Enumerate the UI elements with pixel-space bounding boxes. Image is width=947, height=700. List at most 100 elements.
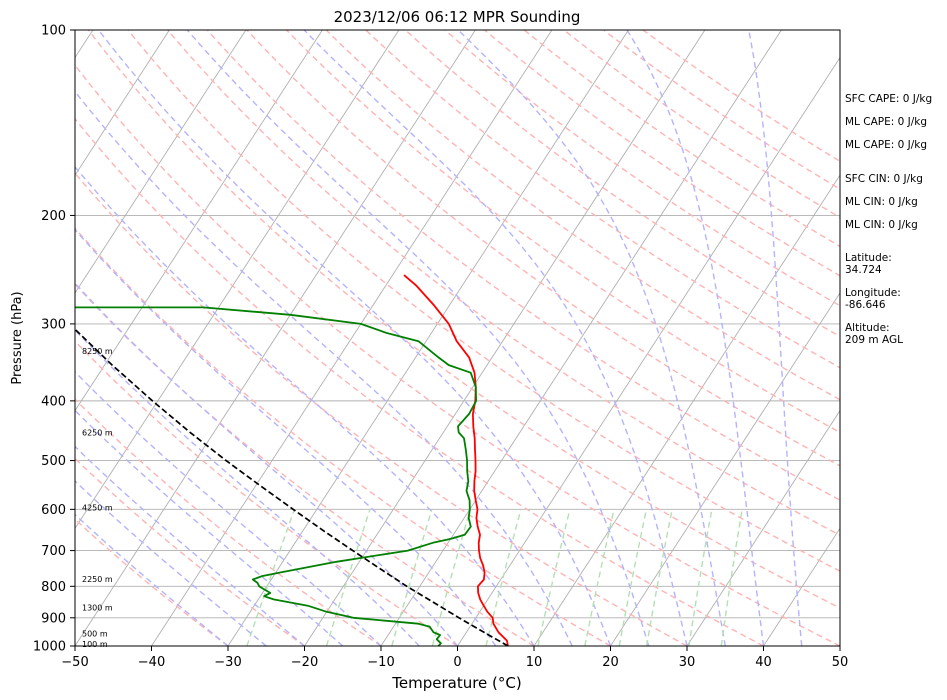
dry-adiabat-line [75, 398, 382, 646]
y-tick-label: 300 [41, 317, 66, 332]
y-tick-label: 900 [41, 611, 66, 626]
mixing-ratio-line [431, 509, 471, 646]
mixing-ratio-line [537, 509, 571, 646]
isotherm-line [380, 30, 782, 646]
dry-adiabat-line [246, 30, 840, 467]
dry-adiabat-line [75, 518, 229, 646]
dry-adiabat-line [127, 30, 840, 572]
mixing-ratio-line [618, 509, 648, 646]
moist-adiabat-line [75, 370, 382, 646]
info-annotation: ML CAPE: 0 J/kg [845, 139, 927, 151]
x-tick-label: 0 [453, 655, 461, 670]
mixing-ratio-line [645, 509, 673, 646]
moist-adiabat-line [75, 328, 420, 646]
x-tick-label: −50 [61, 655, 88, 670]
moist-adiabat-line [75, 228, 497, 646]
x-axis-label: Temperature (°C) [391, 674, 521, 692]
isotherm-line [75, 30, 170, 177]
isotherm-line [75, 30, 400, 530]
x-tick-label: 30 [679, 655, 696, 670]
dry-adiabat-line [75, 172, 688, 646]
y-tick-label: 500 [41, 454, 66, 469]
isotherm-line [75, 30, 323, 412]
dry-adiabat-line [325, 30, 840, 401]
dry-adiabat-line [484, 30, 840, 277]
x-tick-label: 10 [526, 655, 543, 670]
isotherm-line [686, 409, 840, 646]
info-annotation: SFC CIN: 0 J/kg [845, 173, 923, 185]
sounding-info-annotations: SFC CAPE: 0 J/kg ML CAPE: 0 J/kg ML CAPE: … [845, 93, 932, 346]
mixing-ratio-line [485, 509, 522, 646]
height-label: 6250 m [82, 428, 113, 437]
info-annotation: Longitude: [845, 287, 901, 299]
x-tick-label: 50 [832, 655, 849, 670]
moist-adiabat-line [97, 30, 612, 646]
y-tick-label: 800 [41, 580, 66, 595]
y-tick-label: 700 [41, 544, 66, 559]
dry-adiabat-line [642, 30, 840, 163]
x-axis-ticks: −50 −40 −30 −20 −10 0 10 20 30 40 50 [61, 646, 848, 670]
chart-title: 2023/12/06 06:12 MPR Sounding [334, 8, 581, 26]
info-annotation: ML CIN: 0 J/kg [845, 219, 918, 231]
x-tick-label: −10 [367, 655, 394, 670]
mixing-ratio-line [325, 509, 371, 646]
dry-adiabat-line [523, 30, 840, 248]
x-tick-label: 20 [602, 655, 619, 670]
temperature-line [403, 274, 509, 646]
moist-adiabat-line [457, 30, 726, 646]
dry-adiabat-line [286, 30, 840, 434]
height-label: 8250 m [82, 347, 113, 356]
moist-adiabat-line [75, 409, 344, 646]
isotherm-lines [75, 30, 840, 646]
dry-adiabat-line [365, 30, 840, 369]
dry-adiabat-line [603, 30, 840, 190]
dry-adiabat-line [87, 30, 840, 609]
info-annotation: 34.724 [845, 264, 882, 276]
isotherm-line [610, 292, 840, 646]
info-annotation: 209 m AGL [845, 334, 903, 346]
isotherm-line [763, 527, 840, 646]
dry-adiabat-line [167, 30, 840, 536]
x-tick-label: −30 [214, 655, 241, 670]
isotherm-line [75, 30, 476, 646]
x-tick-label: −40 [138, 655, 165, 670]
info-annotation: Latitude: [845, 252, 892, 264]
moist-adiabat-lines [75, 30, 803, 646]
height-label: 2250 m [82, 575, 113, 584]
y-axis-label: Pressure (hPa) [10, 291, 25, 384]
info-annotation: ML CAPE: 0 J/kg [845, 116, 927, 128]
y-tick-label: 1000 [33, 640, 66, 655]
y-tick-label: 100 [41, 24, 66, 39]
dry-adiabat-line [206, 30, 840, 501]
height-label: 1300 m [82, 604, 113, 613]
moist-adiabat-line [626, 30, 765, 646]
y-tick-label: 600 [41, 503, 66, 518]
mixing-ratio-line [584, 509, 615, 646]
parcel_profile-line [75, 328, 509, 646]
moist-adiabat-line [75, 165, 535, 646]
dry-adiabat-line [563, 30, 840, 219]
moist-adiabat-line [75, 445, 305, 646]
dry-adiabat-line [75, 227, 611, 646]
moist-adiabat-line [75, 282, 459, 646]
isotherm-line [151, 30, 553, 646]
isotherm-line [75, 30, 247, 294]
dry-adiabat-line [75, 117, 764, 646]
info-annotation: Altitude: [845, 322, 890, 334]
dry-adiabat-line [75, 283, 535, 646]
isotherm-line [457, 56, 840, 646]
x-tick-label: −20 [291, 655, 318, 670]
moist-adiabat-line [303, 30, 688, 646]
isotherm-line [533, 174, 840, 646]
isotherm-line [227, 30, 629, 646]
y-tick-label: 400 [41, 394, 66, 409]
sounding-series [75, 274, 509, 646]
dry-adiabat-line [75, 64, 840, 646]
height-label: 500 m [82, 630, 108, 639]
moist-adiabat-line [75, 90, 573, 646]
y-tick-label: 200 [41, 209, 66, 224]
info-annotation: ML CIN: 0 J/kg [845, 196, 918, 208]
moist-adiabat-line [748, 30, 803, 646]
